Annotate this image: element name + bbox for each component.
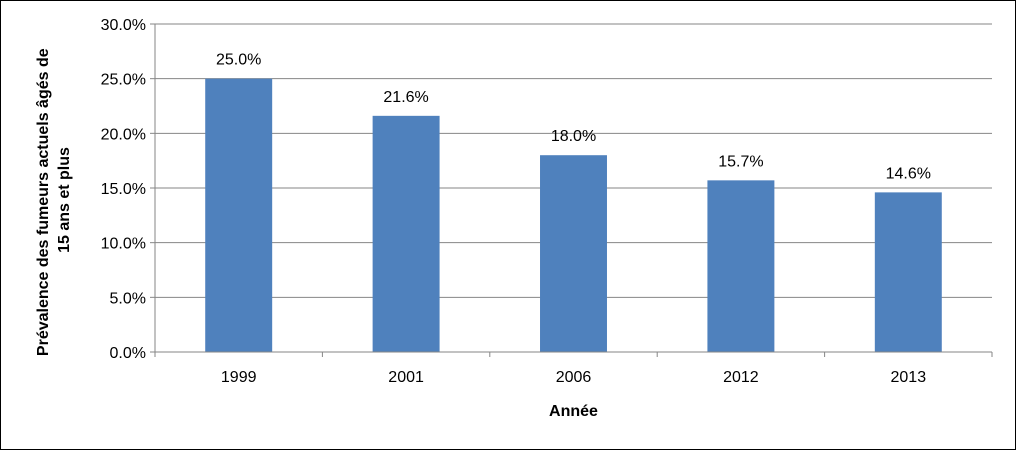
data-label: 18.0% bbox=[551, 128, 596, 145]
y-tick-label: 10.0% bbox=[101, 236, 146, 253]
y-axis-title-line1: Prévalence des fumeurs actuels âgés de bbox=[35, 48, 52, 356]
bar-2006 bbox=[540, 155, 607, 352]
bar-2012 bbox=[707, 180, 775, 352]
y-tick-label: 5.0% bbox=[110, 290, 146, 307]
x-axis-title: Année bbox=[549, 403, 598, 420]
data-label: 14.6% bbox=[886, 165, 931, 182]
y-tick-label: 15.0% bbox=[101, 181, 146, 198]
x-tick-label: 1999 bbox=[221, 369, 257, 386]
bar-2001 bbox=[372, 115, 440, 352]
bars bbox=[205, 78, 942, 353]
bar-1999 bbox=[205, 78, 273, 353]
data-labels: 25.0% 21.6% 18.0% 15.7% 14.6% bbox=[216, 52, 931, 183]
y-tick-label: 25.0% bbox=[101, 72, 146, 89]
x-tick-label: 2012 bbox=[723, 369, 759, 386]
x-tick-label: 2001 bbox=[388, 369, 424, 386]
x-tick-label: 2006 bbox=[556, 369, 592, 386]
y-tick-label: 0.0% bbox=[110, 345, 146, 362]
x-tick-label: 2013 bbox=[891, 369, 927, 386]
data-label: 15.7% bbox=[718, 153, 763, 170]
gridlines bbox=[155, 23, 992, 298]
y-tick-label: 20.0% bbox=[101, 126, 146, 143]
x-tick-labels: 1999 2001 2006 2012 2013 bbox=[221, 369, 926, 386]
axes bbox=[150, 23, 993, 357]
bar-2013 bbox=[874, 192, 942, 352]
data-label: 25.0% bbox=[216, 52, 261, 69]
data-label: 21.6% bbox=[383, 89, 428, 106]
y-tick-label: 30.0% bbox=[101, 17, 146, 34]
y-axis-title-line2: 15 ans et plus bbox=[56, 147, 73, 253]
y-axis-title: Prévalence des fumeurs actuels âgés de 1… bbox=[35, 44, 73, 356]
y-tick-labels: 0.0% 5.0% 10.0% 15.0% 20.0% 25.0% 30.0% bbox=[101, 17, 146, 362]
